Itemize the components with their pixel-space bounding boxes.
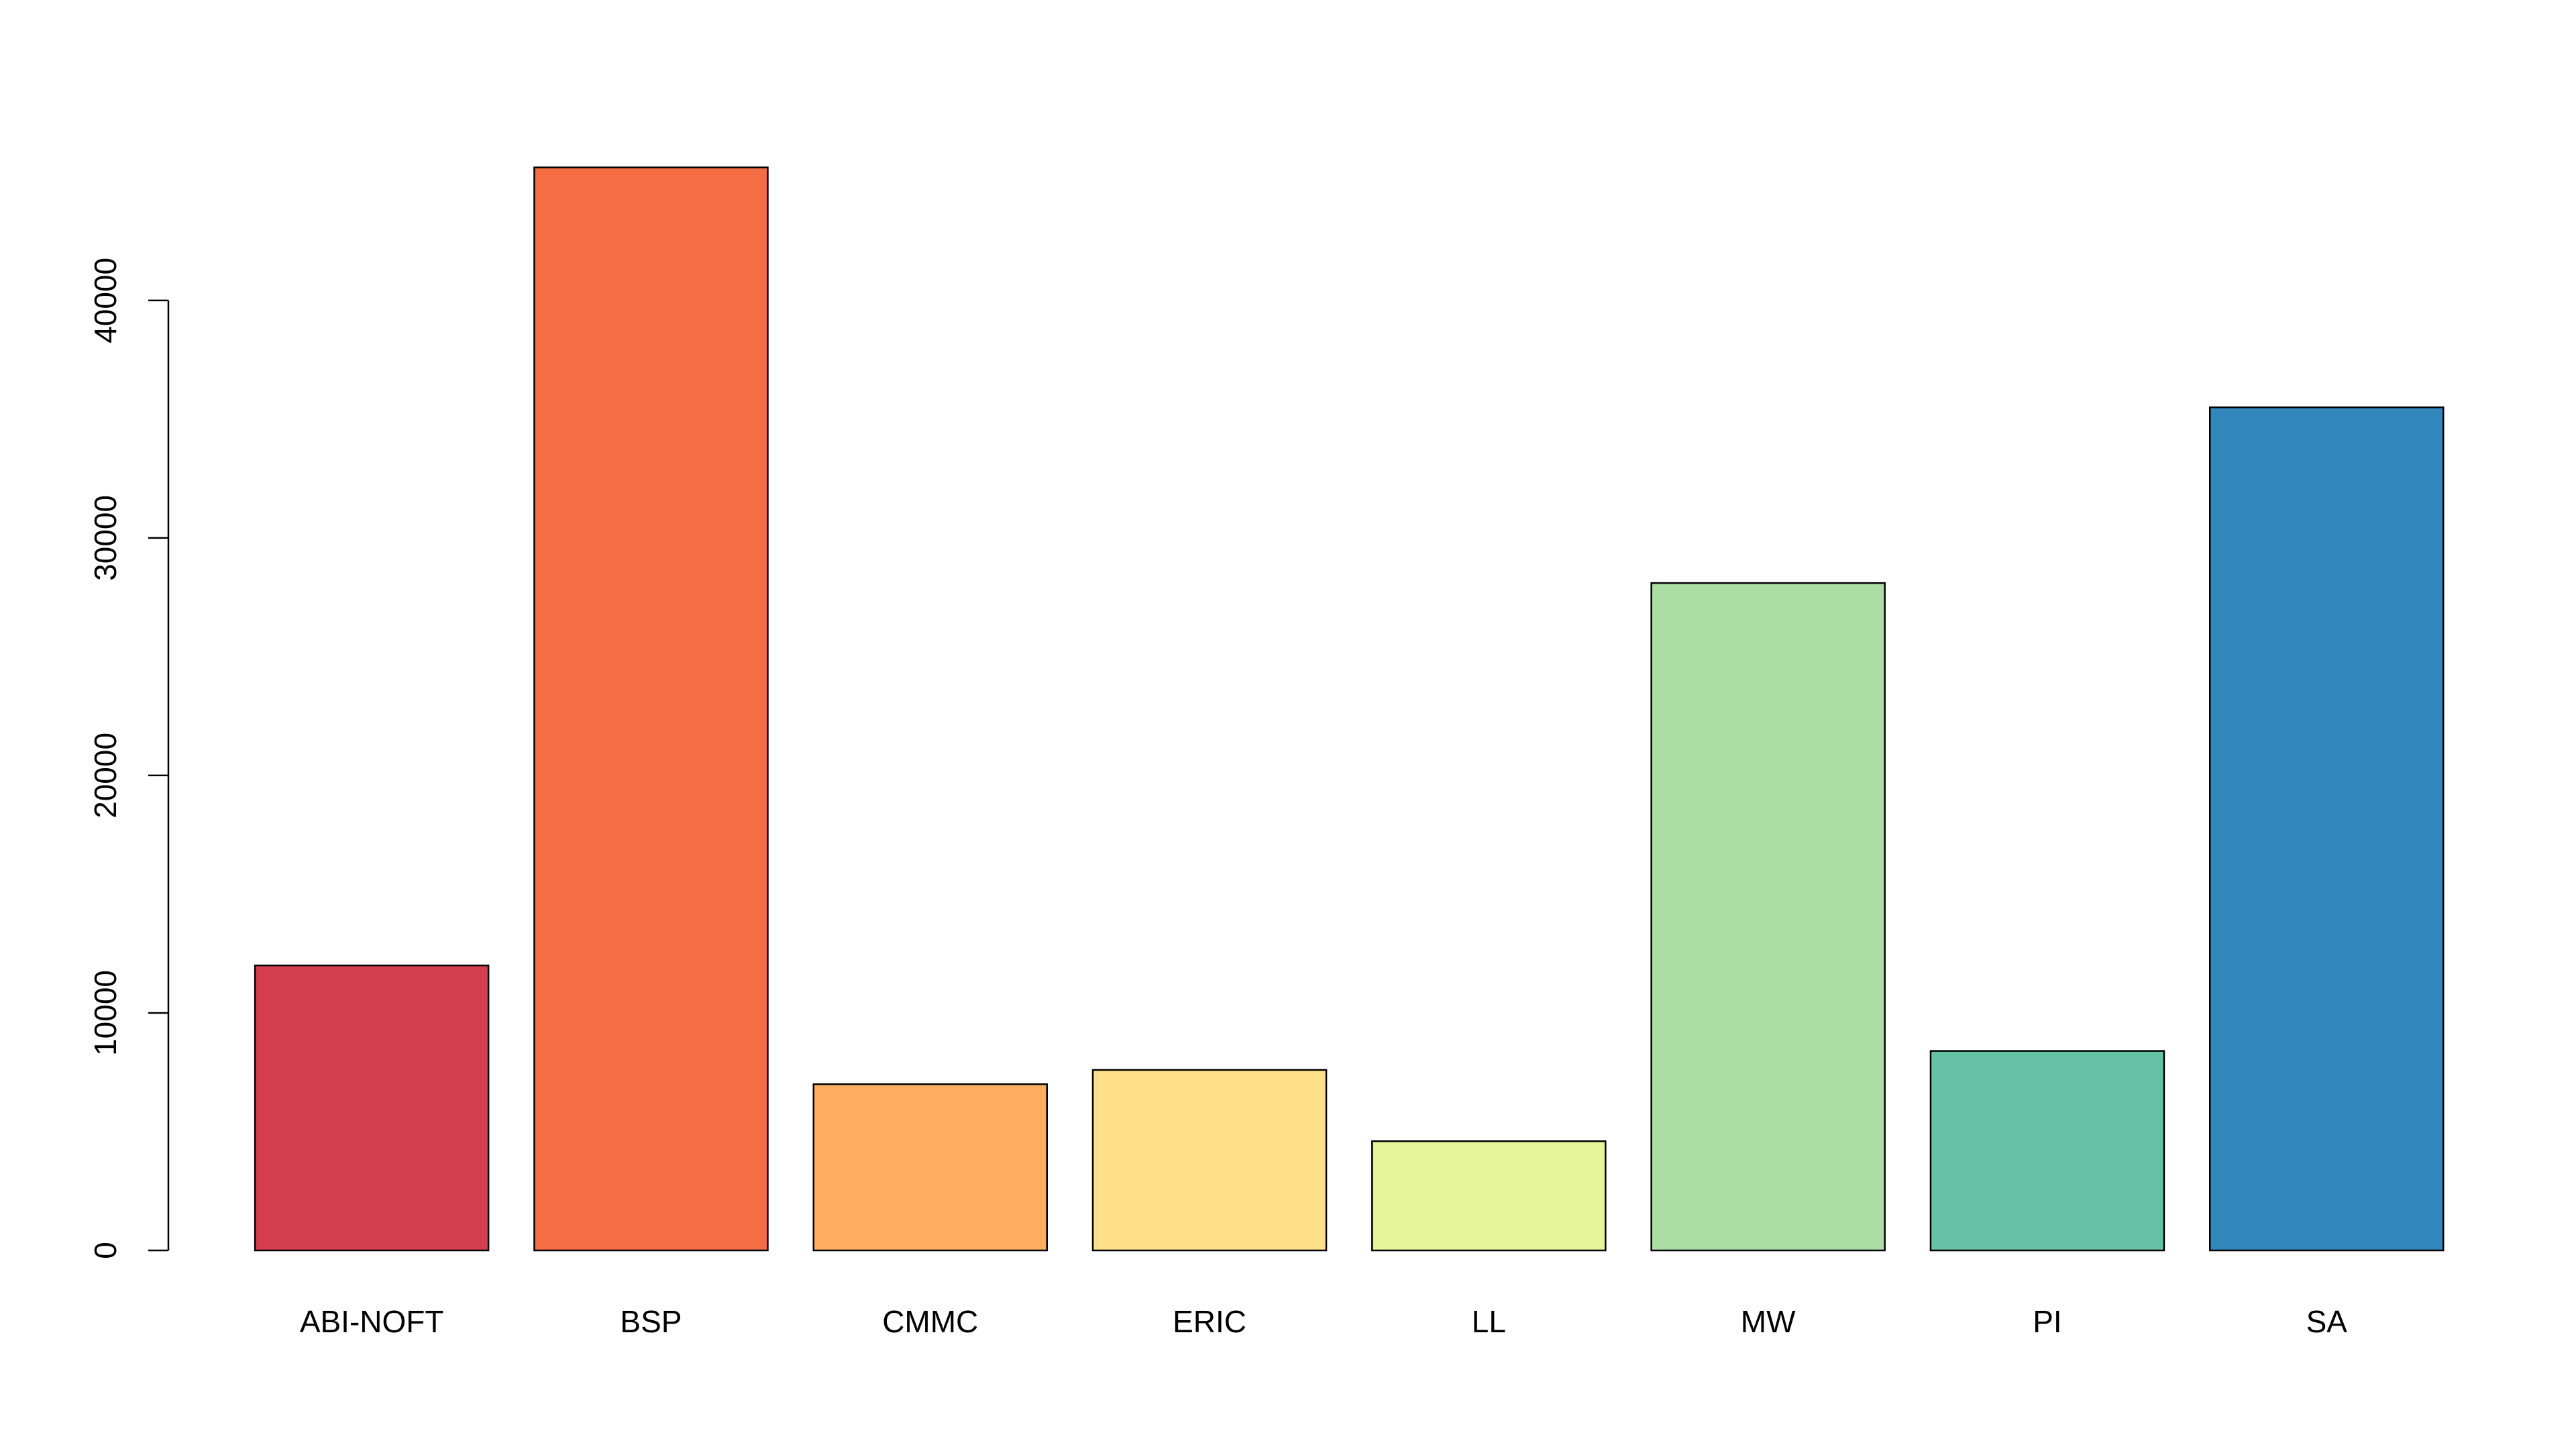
bar — [254, 964, 490, 1252]
y-tick-label: 20000 — [88, 733, 123, 818]
bar — [1091, 1069, 1328, 1252]
bar — [533, 166, 769, 1252]
y-tick-label: 30000 — [88, 495, 123, 581]
bar — [812, 1083, 1048, 1252]
bar — [1650, 582, 1886, 1252]
x-tick-label: PI — [2033, 1304, 2061, 1339]
x-tick-label: CMMC — [882, 1304, 978, 1339]
y-tick-label: 10000 — [88, 970, 123, 1056]
y-tick-label: 0 — [88, 1242, 123, 1259]
x-tick-label: MW — [1741, 1304, 1796, 1339]
x-tick-label: BSP — [620, 1304, 682, 1339]
bar — [1371, 1140, 1607, 1252]
x-tick-label: LL — [1472, 1304, 1506, 1339]
bar — [2209, 406, 2445, 1252]
x-tick-label: ABI-NOFT — [300, 1304, 444, 1339]
y-tick-label: 40000 — [88, 258, 123, 343]
bar — [1929, 1050, 2165, 1252]
x-tick-label: SA — [2306, 1304, 2348, 1339]
x-tick-label: ERIC — [1173, 1304, 1246, 1339]
